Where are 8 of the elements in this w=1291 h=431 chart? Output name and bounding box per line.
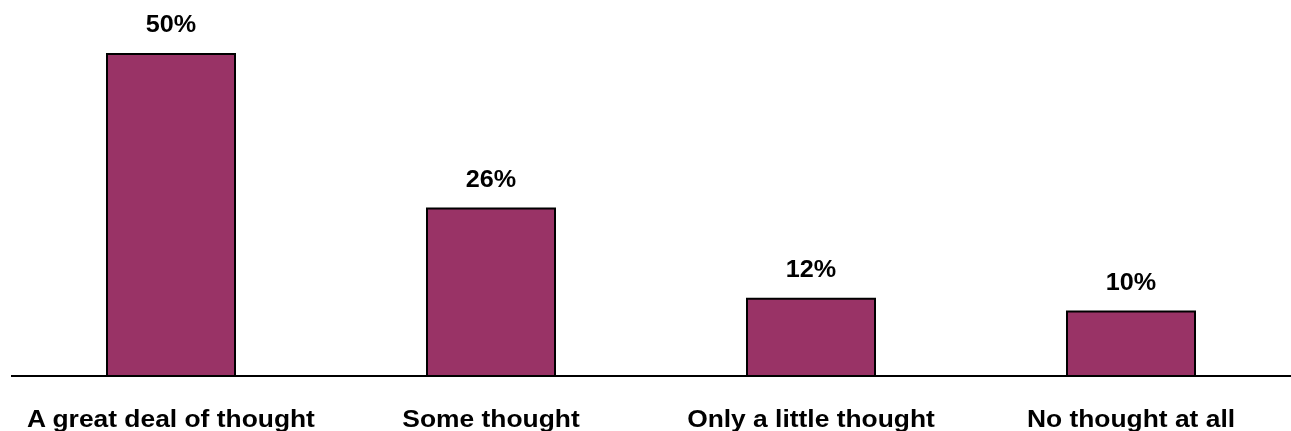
x-tick-label: A great deal of thought	[27, 405, 316, 431]
x-tick-label: No thought at all	[1026, 405, 1236, 431]
x-tick-label: Only a little thought	[687, 405, 936, 431]
data-label: 26%	[465, 165, 517, 192]
data-label: 10%	[1105, 268, 1157, 295]
data-label: 50%	[145, 10, 197, 37]
data-label: 12%	[785, 255, 837, 282]
x-tick-label: Some thought	[402, 405, 581, 431]
